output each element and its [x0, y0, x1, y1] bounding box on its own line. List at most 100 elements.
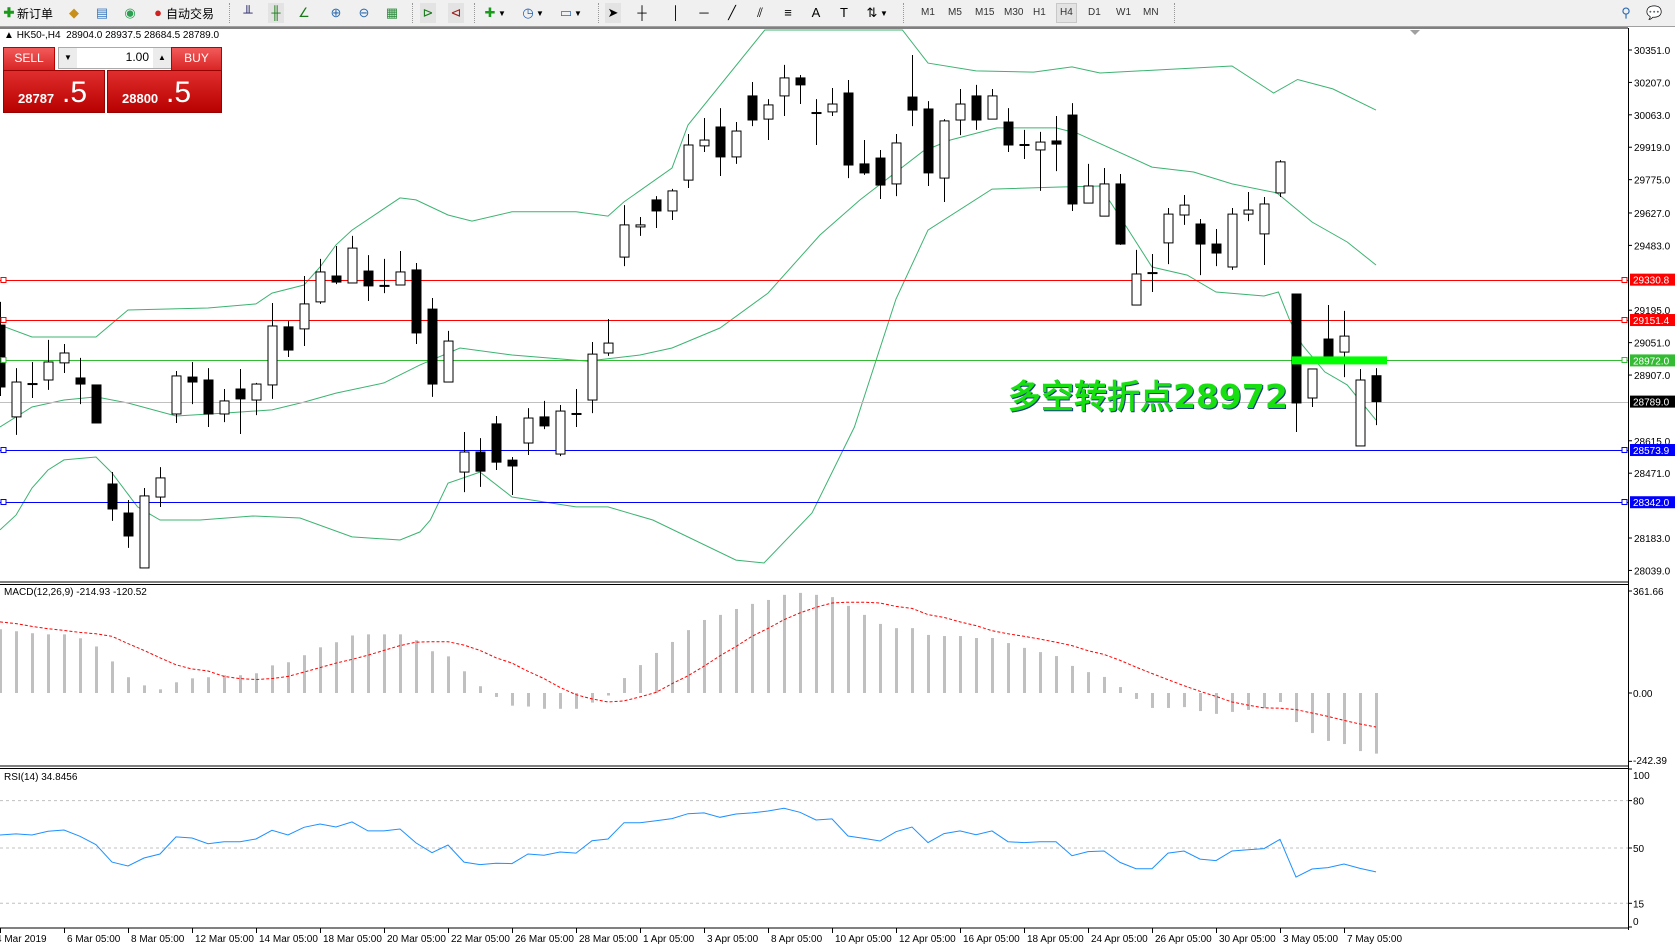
candle: [555, 404, 566, 457]
timeframe-h4[interactable]: H4: [1056, 3, 1077, 23]
signals-button[interactable]: ◉: [122, 3, 138, 23]
candle-body: [843, 92, 854, 166]
zoom-in-button[interactable]: ⊕: [328, 3, 344, 23]
lot-size-input[interactable]: 1.00: [125, 50, 149, 64]
lot-increase-button[interactable]: ▲: [153, 48, 171, 68]
macd-histogram-bar: [1007, 643, 1010, 693]
horizontal-line-button[interactable]: ─: [696, 3, 712, 23]
time-axis-label: 18 Mar 05:00: [323, 934, 382, 945]
pivot-annotation-text[interactable]: 多空转折点28972: [1008, 377, 1288, 416]
text-button[interactable]: A: [808, 3, 824, 23]
time-axis-label: 22 Mar 05:00: [451, 934, 510, 945]
macd-histogram-bar: [671, 641, 674, 693]
candle: [1099, 167, 1110, 217]
macd-histogram-bar: [1183, 693, 1186, 708]
macd-histogram-bar: [15, 631, 18, 693]
timeframe-d1[interactable]: D1: [1088, 7, 1101, 18]
macd-histogram-bar: [495, 693, 498, 697]
macd-histogram-bar: [1119, 687, 1122, 693]
timeframe-mn[interactable]: MN: [1143, 7, 1159, 18]
new-order-button[interactable]: ✚ 新订单: [1, 3, 53, 23]
macd-histogram-bar: [383, 634, 386, 693]
arrows-button[interactable]: ⇅ ▼: [864, 3, 888, 23]
bollinger-upper-band: [0, 29, 1377, 338]
macd-histogram-bar: [1103, 676, 1106, 693]
timeframe-w1[interactable]: W1: [1116, 7, 1131, 18]
tile-windows-button[interactable]: ▦: [384, 3, 400, 23]
macd-signal-line: [0, 601, 1377, 728]
candle: [619, 205, 630, 267]
candle: [507, 456, 518, 496]
rsi-panel: [0, 800, 1628, 904]
macd-histogram-bar: [1151, 693, 1154, 708]
macd-histogram-bar: [1055, 656, 1058, 693]
lot-decrease-button[interactable]: ▼: [59, 48, 77, 68]
chart-shift-button[interactable]: ⊳: [420, 3, 436, 23]
timeframe-m30[interactable]: M30: [1004, 7, 1024, 18]
search-button[interactable]: ⚲: [1618, 3, 1634, 23]
macd-axis-label: -242.39: [1633, 756, 1667, 767]
level-price-tag: [1630, 314, 1675, 327]
macd-histogram-bar: [143, 685, 146, 693]
candle: [475, 438, 486, 487]
candle: [1179, 194, 1190, 225]
chart-shift-marker[interactable]: [1410, 30, 1420, 35]
macd-histogram-bar: [1327, 693, 1330, 741]
macd-histogram-bar: [559, 693, 562, 709]
market-watch-button[interactable]: ◆: [66, 3, 82, 23]
arrows-icon: ⇅: [866, 5, 878, 20]
price-tick-label: 29775.0: [1634, 176, 1671, 187]
chat-button[interactable]: 💬: [1646, 3, 1662, 23]
zoom-out-button[interactable]: ⊖: [356, 3, 372, 23]
candle: [843, 79, 854, 179]
macd-histogram-bar: [351, 635, 354, 693]
sell-price-button[interactable]: 28787 .5: [3, 70, 105, 113]
timeframe-h1[interactable]: H1: [1033, 7, 1046, 18]
price-tick-label: 30207.0: [1634, 78, 1671, 89]
auto-trading-button[interactable]: ● 自动交易: [150, 3, 214, 23]
buy-price-button[interactable]: 28800 .5: [107, 70, 222, 113]
line-chart-button[interactable]: ∠: [296, 3, 312, 23]
macd-histogram-bar: [1135, 693, 1138, 699]
price-tick-label: 29919.0: [1634, 143, 1671, 154]
price-tick-label: 30063.0: [1634, 111, 1671, 122]
timeframe-m5[interactable]: M5: [948, 7, 962, 18]
fibonacci-button[interactable]: ≡: [780, 3, 796, 23]
templates-icon: ▭: [559, 5, 573, 20]
crosshair-button[interactable]: ┼: [634, 3, 650, 23]
autoscroll-button[interactable]: ⊲: [448, 3, 464, 23]
timeframe-m1[interactable]: M1: [921, 7, 935, 18]
lot-size-stepper[interactable]: ▼ 1.00 ▲: [58, 47, 172, 69]
sell-button[interactable]: SELL: [3, 47, 55, 71]
indicators-button[interactable]: ✚ ▼: [482, 3, 506, 23]
trendline-button[interactable]: ╱: [724, 3, 740, 23]
text-label-button[interactable]: T: [836, 3, 852, 23]
cursor-button[interactable]: ➤: [605, 3, 621, 23]
navigator-button[interactable]: ▤: [94, 3, 110, 23]
macd-histogram-bar: [591, 693, 594, 703]
zoom-out-icon: ⊖: [358, 5, 370, 20]
candle: [1355, 368, 1366, 447]
bar-chart-button[interactable]: ╨: [240, 3, 256, 23]
candle: [779, 64, 790, 116]
candlestick-chart-button[interactable]: ╫: [268, 3, 284, 23]
candle: [1131, 249, 1142, 306]
vertical-line-button[interactable]: │: [668, 3, 684, 23]
collapse-triangle-icon[interactable]: ▲: [4, 30, 14, 41]
timeframe-m15[interactable]: M15: [975, 7, 995, 18]
templates-button[interactable]: ▭ ▼: [559, 5, 582, 20]
macd-histogram-bar: [1295, 693, 1298, 723]
equidistant-channel-button[interactable]: ⫽: [752, 3, 768, 23]
candle-body: [571, 412, 582, 415]
candle-body: [475, 451, 486, 472]
time-axis-label: 14 Mar 05:00: [259, 934, 318, 945]
candle: [1339, 310, 1350, 378]
buy-button[interactable]: BUY: [171, 47, 222, 71]
signals-icon: ◉: [124, 5, 136, 20]
candle-body: [907, 96, 918, 111]
candle: [411, 262, 422, 344]
macd-histogram-bar: [447, 656, 450, 693]
time-axis-label: 20 Mar 05:00: [387, 934, 446, 945]
periods-button[interactable]: ◷ ▼: [520, 3, 544, 23]
